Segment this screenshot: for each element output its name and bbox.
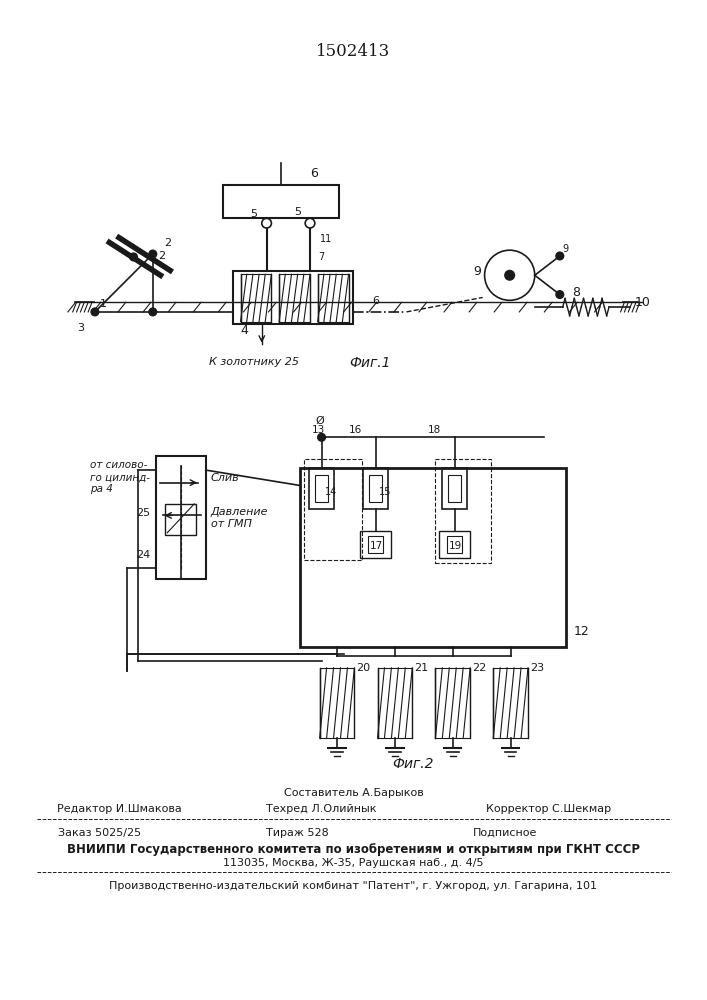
- Text: 12: 12: [573, 625, 589, 638]
- Text: Слив: Слив: [211, 473, 239, 483]
- Bar: [315, 475, 328, 502]
- Text: 1502413: 1502413: [316, 43, 390, 60]
- Text: 4: 4: [240, 324, 248, 337]
- Text: 2: 2: [164, 238, 172, 248]
- Bar: [360, 531, 391, 558]
- Text: 22: 22: [472, 663, 486, 673]
- Text: Давление
от ГМП: Давление от ГМП: [211, 507, 268, 529]
- Text: Подписное: Подписное: [473, 828, 537, 838]
- Circle shape: [129, 253, 137, 261]
- Bar: [436, 459, 491, 563]
- Text: ВНИИПИ Государственного комитета по изобретениям и открытиям при ГКНТ СССР: ВНИИПИ Государственного комитета по изоб…: [67, 843, 640, 856]
- Text: 23: 23: [530, 663, 544, 673]
- Text: 8: 8: [573, 286, 580, 299]
- Text: 6: 6: [310, 167, 318, 180]
- Text: 18: 18: [428, 425, 441, 435]
- Text: Техред Л.Олийнык: Техред Л.Олийнык: [267, 804, 377, 814]
- Bar: [309, 468, 334, 509]
- Text: от силово-
го цилинд-
ра 4: от силово- го цилинд- ра 4: [90, 460, 150, 494]
- Circle shape: [91, 308, 99, 316]
- Text: К золотнику 25: К золотнику 25: [209, 357, 299, 367]
- Bar: [156, 456, 206, 579]
- Bar: [436, 668, 470, 738]
- Text: 11: 11: [320, 234, 332, 244]
- Text: 9: 9: [563, 244, 569, 254]
- Circle shape: [556, 252, 563, 260]
- Bar: [279, 274, 310, 322]
- Text: 9: 9: [473, 265, 481, 278]
- Text: 13: 13: [312, 425, 325, 435]
- Text: 113035, Москва, Ж-35, Раушская наб., д. 4/5: 113035, Москва, Ж-35, Раушская наб., д. …: [223, 858, 484, 868]
- Text: Ø: Ø: [315, 416, 324, 426]
- Text: Фиг.2: Фиг.2: [392, 757, 434, 771]
- Text: 20: 20: [356, 663, 370, 673]
- Bar: [447, 536, 462, 553]
- Text: 21: 21: [414, 663, 428, 673]
- Text: Фиг.1: Фиг.1: [349, 356, 390, 370]
- Text: 6: 6: [373, 296, 380, 306]
- Bar: [304, 459, 362, 560]
- Bar: [439, 531, 470, 558]
- Bar: [240, 274, 271, 322]
- Bar: [165, 504, 196, 535]
- Circle shape: [556, 291, 563, 298]
- Bar: [369, 475, 382, 502]
- Bar: [233, 271, 354, 324]
- Bar: [442, 468, 467, 509]
- Text: 1: 1: [100, 299, 107, 309]
- Text: Корректор С.Шекмар: Корректор С.Шекмар: [486, 804, 611, 814]
- Text: 24: 24: [136, 550, 151, 560]
- Circle shape: [505, 270, 515, 280]
- Circle shape: [262, 218, 271, 228]
- Bar: [493, 668, 528, 738]
- Bar: [223, 185, 339, 218]
- Text: Редактор И.Шмакова: Редактор И.Шмакова: [57, 804, 182, 814]
- Bar: [368, 536, 383, 553]
- Text: 5: 5: [250, 209, 257, 219]
- Circle shape: [317, 433, 325, 441]
- Bar: [448, 475, 462, 502]
- Text: 3: 3: [77, 323, 84, 333]
- Bar: [378, 668, 412, 738]
- Text: 16: 16: [349, 425, 362, 435]
- Bar: [363, 468, 388, 509]
- Text: 10: 10: [635, 296, 651, 309]
- Text: 5: 5: [295, 207, 302, 217]
- Bar: [300, 468, 566, 647]
- Circle shape: [305, 218, 315, 228]
- Circle shape: [149, 250, 157, 258]
- Text: 15: 15: [380, 487, 392, 497]
- Bar: [317, 274, 349, 322]
- Text: Составитель А.Барыков: Составитель А.Барыков: [284, 788, 423, 798]
- Text: 17: 17: [370, 541, 383, 551]
- Circle shape: [149, 308, 157, 316]
- Text: 25: 25: [136, 508, 151, 518]
- Text: 14: 14: [325, 487, 338, 497]
- Text: Производственно-издательский комбинат "Патент", г. Ужгород, ул. Гагарина, 101: Производственно-издательский комбинат "П…: [110, 881, 597, 891]
- Text: 2: 2: [158, 251, 165, 261]
- Text: 7: 7: [317, 252, 324, 262]
- Bar: [320, 668, 354, 738]
- Text: Тираж 528: Тираж 528: [266, 828, 329, 838]
- Text: Заказ 5025/25: Заказ 5025/25: [58, 828, 141, 838]
- Text: 19: 19: [449, 541, 462, 551]
